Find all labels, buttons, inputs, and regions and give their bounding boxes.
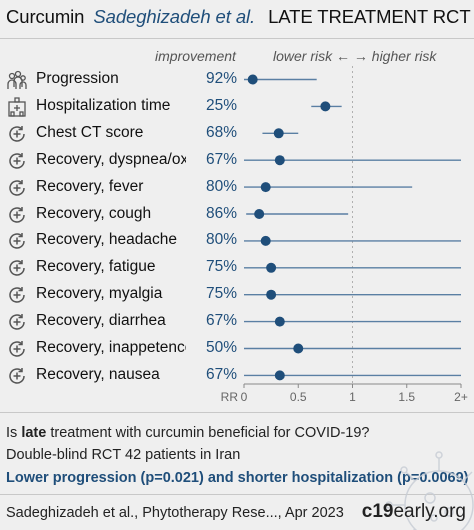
outcome-row: Chest CT score 68% — [0, 120, 474, 147]
chart-title: Curcumin Sadeghizadeh et al. LATE TREATM… — [6, 6, 471, 32]
outcome-row: Recovery, fatigue 75% — [0, 254, 474, 281]
recovery-icon — [6, 257, 28, 279]
improvement-value: 80% — [205, 231, 237, 249]
improvement-value: 67% — [205, 365, 237, 383]
x-tick-label: 0 — [241, 390, 248, 404]
study-design: Double-blind RCT 42 patients in Iran — [6, 447, 241, 463]
outcome-row: Recovery, nausea 67% — [0, 362, 474, 389]
question-post: treatment with curcumin beneficial for C… — [46, 425, 370, 441]
improvement-value: 67% — [205, 312, 237, 330]
citation: Sadeghizadeh et al., Phytotherapy Rese..… — [6, 505, 344, 521]
improvement-value: 86% — [205, 204, 237, 222]
question-text: Is late treatment with curcumin benefici… — [6, 425, 369, 441]
question-bold: late — [21, 425, 47, 441]
outcome-label: Recovery, inappetence — [36, 339, 186, 356]
recovery-icon — [6, 177, 28, 199]
brand-rest: early.org — [393, 501, 466, 522]
outcome-label: Hospitalization time — [36, 96, 171, 114]
improvement-value: 67% — [205, 150, 237, 168]
improvement-value: 25% — [205, 96, 237, 114]
recovery-icon — [6, 123, 28, 145]
brand-logo[interactable]: c19early.org — [362, 501, 466, 523]
plot-divider — [0, 412, 474, 413]
outcome-row: Hospitalization time 25% — [0, 93, 474, 120]
improvement-value: 92% — [205, 70, 237, 87]
outcome-row: Recovery, cough 86% — [0, 201, 474, 228]
hospital-icon — [6, 96, 28, 118]
outcome-label: Recovery, diarrhea — [36, 312, 166, 330]
x-tick-label: 1.5 — [398, 390, 415, 404]
title-author: Sadeghizadeh et al. — [93, 6, 256, 27]
outcome-row: Recovery, fever 80% — [0, 174, 474, 201]
outcome-label: Recovery, cough — [36, 204, 152, 222]
x-tick-label: 1 — [349, 390, 356, 404]
improvement-value: 80% — [205, 177, 237, 195]
outcome-label: Recovery, myalgia — [36, 285, 163, 303]
outcome-label: Chest CT score — [36, 123, 144, 141]
outcome-row: Recovery, myalgia 75% — [0, 281, 474, 308]
outcome-row: Recovery, inappetence 50% — [0, 335, 474, 362]
improvement-value: 75% — [205, 285, 237, 303]
outcome-row: Recovery, headache 80% — [0, 227, 474, 254]
outcome-label: Recovery, nausea — [36, 365, 160, 383]
title-divider — [0, 38, 474, 39]
recovery-icon — [6, 338, 28, 360]
conclusion-text: Lower progression (p=0.021) and shorter … — [6, 470, 469, 486]
recovery-icon — [6, 230, 28, 252]
question-pre: Is — [6, 425, 22, 441]
recovery-icon — [6, 150, 28, 172]
outcome-row: Recovery, dyspnea/ox.. 67% — [0, 147, 474, 174]
risk-direction-header: lower risk ← → higher risk — [273, 48, 437, 64]
x-axis-label: RR — [221, 390, 239, 404]
title-kind: LATE TREATMENT RCT — [268, 6, 471, 27]
brand-bold: c19 — [361, 501, 394, 522]
title-drug: Curcumin — [6, 6, 85, 27]
improvement-value: 75% — [205, 258, 237, 276]
outcome-label: Recovery, fatigue — [36, 258, 156, 276]
outcome-row: Progression 92% — [0, 66, 474, 93]
outcome-label: Progression — [36, 70, 119, 87]
improvement-value: 68% — [205, 123, 237, 141]
outcome-row: Recovery, diarrhea 67% — [0, 308, 474, 335]
recovery-icon — [6, 284, 28, 306]
outcome-label: Recovery, headache — [36, 231, 178, 249]
x-tick-label: 0.5 — [290, 390, 307, 404]
footer-divider — [0, 494, 474, 495]
recovery-icon — [6, 311, 28, 333]
outcome-label: Recovery, fever — [36, 177, 144, 195]
recovery-icon — [6, 204, 28, 226]
virus-watermark-icon — [385, 451, 474, 530]
outcome-label: Recovery, dyspnea/ox.. — [36, 150, 186, 168]
people-icon — [6, 69, 28, 91]
improvement-value: 50% — [205, 339, 237, 356]
improvement-header: improvement — [155, 48, 236, 64]
x-tick-label: 2+ — [454, 390, 468, 404]
recovery-icon — [6, 365, 28, 387]
